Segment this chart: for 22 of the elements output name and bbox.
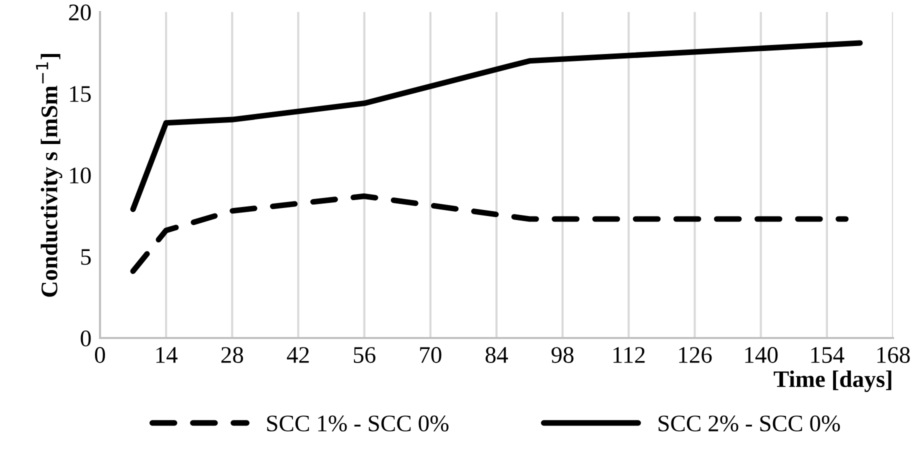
y-tick-label: 10 — [70, 167, 91, 184]
x-tick-label: 14 — [156, 347, 178, 363]
x-tick-label: 70 — [420, 347, 442, 363]
y-tick-label: 0 — [80, 330, 91, 346]
legend-label: SCC 2% - SCC 0% — [658, 415, 840, 432]
y-tick-label: 15 — [70, 86, 91, 102]
x-tick-label: 168 — [877, 347, 910, 363]
x-tick-label: 154 — [811, 347, 844, 363]
x-tick-label: 28 — [221, 347, 244, 363]
x-tick-label: 84 — [486, 347, 508, 363]
x-tick-label: 98 — [552, 347, 574, 363]
x-tick-label: 0 — [94, 347, 106, 363]
x-tick-label: 126 — [679, 347, 712, 363]
x-axis-title: Time [days] — [774, 370, 892, 392]
x-tick-label: 112 — [613, 347, 645, 363]
x-tick-label: 42 — [286, 347, 309, 363]
x-tick-label: 140 — [745, 347, 778, 363]
legend-label: SCC 1% - SCC 0% — [267, 415, 448, 432]
y-axis-title: Conductivity s [mSm$^{−1}$] — [36, 54, 62, 297]
y-tick-label: 5 — [81, 249, 91, 265]
y-tick-label: 20 — [69, 4, 91, 20]
x-tick-label: 56 — [354, 347, 376, 363]
